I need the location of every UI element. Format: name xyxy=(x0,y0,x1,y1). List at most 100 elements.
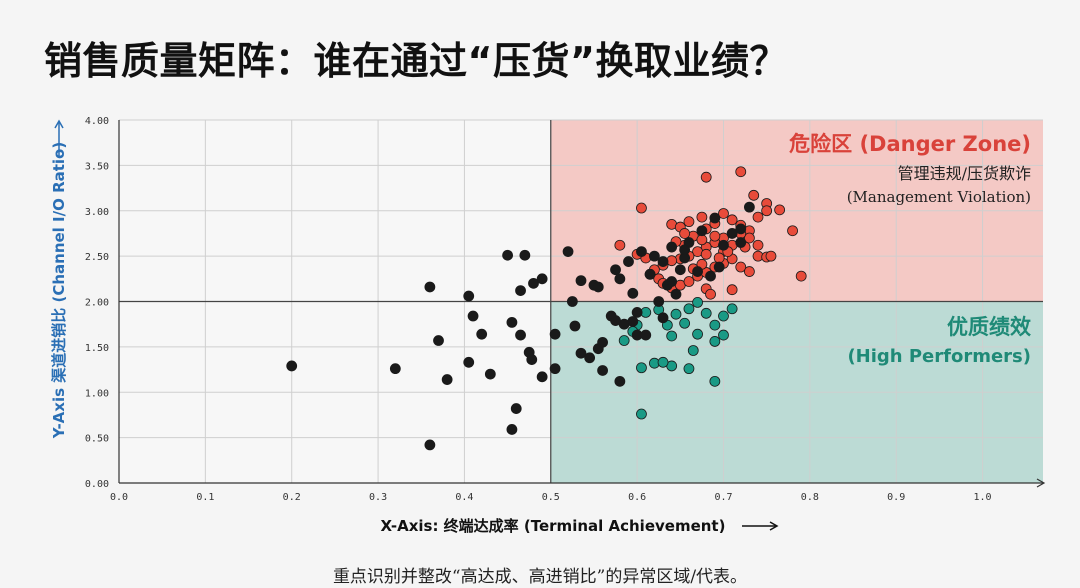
tick-labels: 0.0 0.1 0.2 0.3 0.4 0.5 0.6 0.7 0.8 0.9 1.0 0.00 0.5… xyxy=(85,116,992,503)
data-point-normal xyxy=(569,320,581,332)
data-point-danger xyxy=(752,211,764,223)
data-point-normal xyxy=(679,244,691,256)
data-point-danger xyxy=(709,230,721,242)
data-point-high xyxy=(692,328,703,340)
y-axis-arrowhead xyxy=(54,119,64,129)
x-tick-label: 0.0 xyxy=(110,492,128,503)
chart-caption: 重点识别并整改“高达成、高进销比”的异常区域/代表。 xyxy=(332,567,748,587)
axes xyxy=(118,120,1046,488)
high-performers-title: 优质绩效 xyxy=(947,315,1031,339)
data-point-danger xyxy=(761,205,773,217)
data-point-high xyxy=(657,356,669,368)
data-point-high xyxy=(718,329,729,341)
data-point-danger xyxy=(743,266,755,277)
data-point-normal xyxy=(709,212,721,224)
data-point-danger xyxy=(696,234,708,246)
x-axis-title: X-Axis: 终端达成率 (Terminal Achievement) xyxy=(381,517,779,535)
data-point-danger xyxy=(787,225,798,237)
data-point-high xyxy=(636,362,647,374)
data-point-danger xyxy=(683,276,695,287)
data-point-danger xyxy=(683,216,695,228)
data-point-high xyxy=(718,310,729,322)
y-tick-label: 1.00 xyxy=(85,388,109,399)
data-point-normal xyxy=(674,264,686,276)
data-point-high xyxy=(683,303,695,315)
data-point-danger xyxy=(700,171,712,183)
data-point-danger xyxy=(726,214,738,226)
data-point-danger xyxy=(713,252,725,264)
x-tick-label: 1.0 xyxy=(974,492,992,503)
data-point-high xyxy=(709,336,721,347)
data-point-normal xyxy=(463,356,475,368)
data-point-normal xyxy=(549,363,561,375)
data-point-normal xyxy=(424,281,436,293)
data-point-danger xyxy=(718,208,729,219)
data-point-normal xyxy=(433,335,444,346)
x-tick-label: 0.1 xyxy=(196,492,214,503)
data-point-high xyxy=(683,363,695,375)
data-point-normal xyxy=(597,336,608,348)
data-point-danger xyxy=(726,284,738,296)
data-point-normal xyxy=(506,316,518,328)
danger-zone-subtitle-en: (Management Violation) xyxy=(847,188,1031,206)
data-point-normal xyxy=(718,239,729,251)
data-point-normal xyxy=(692,266,703,277)
data-point-normal xyxy=(484,368,496,380)
data-point-normal xyxy=(528,277,539,289)
data-point-normal xyxy=(424,439,436,451)
danger-zone-subtitle: 管理违规/压货欺诈 xyxy=(898,164,1031,183)
data-point-normal xyxy=(592,281,604,293)
data-point-normal xyxy=(502,249,513,261)
x-tick-label: 0.3 xyxy=(369,492,387,503)
data-point-danger xyxy=(735,166,747,178)
x-tick-label: 0.9 xyxy=(887,492,905,503)
data-point-normal xyxy=(562,246,574,257)
data-point-normal xyxy=(735,223,747,235)
y-tick-label: 2.00 xyxy=(85,298,109,309)
y-axis-label: Y-Axis 渠道进销比 (Channel I/O Ratio) xyxy=(50,142,68,439)
data-point-normal xyxy=(627,287,639,299)
data-point-normal xyxy=(631,306,643,318)
data-point-high xyxy=(709,319,721,331)
x-axis-label: X-Axis: 终端达成率 (Terminal Achievement) xyxy=(381,517,726,535)
data-point-normal xyxy=(566,296,578,307)
data-point-normal xyxy=(610,264,621,276)
data-point-danger xyxy=(735,261,747,273)
data-point-danger xyxy=(743,232,755,244)
data-point-normal xyxy=(657,256,669,267)
data-point-normal xyxy=(743,201,755,213)
data-point-normal xyxy=(705,270,716,282)
x-axis-end-arrow xyxy=(1036,478,1046,488)
data-point-high xyxy=(692,297,703,308)
data-points xyxy=(286,166,807,451)
data-point-normal xyxy=(670,288,682,300)
data-point-normal xyxy=(636,246,647,257)
x-tick-label: 0.6 xyxy=(628,492,646,503)
data-point-normal xyxy=(666,276,678,287)
data-point-high xyxy=(709,375,721,387)
data-point-high xyxy=(636,408,647,420)
x-tick-label: 0.2 xyxy=(283,492,301,503)
data-point-danger xyxy=(636,202,647,214)
threshold-lines xyxy=(119,120,1043,483)
y-tick-label: 2.50 xyxy=(85,252,109,263)
y-tick-label: 0.00 xyxy=(85,479,109,490)
data-point-normal xyxy=(515,329,526,341)
data-point-normal xyxy=(726,228,738,239)
data-point-normal xyxy=(286,360,298,372)
data-point-danger xyxy=(614,239,626,251)
x-tick-label: 0.7 xyxy=(714,492,732,503)
y-tick-label: 1.50 xyxy=(85,343,109,354)
data-point-normal xyxy=(623,256,634,267)
scatter-chart: 0.0 0.1 0.2 0.3 0.4 0.5 0.6 0.7 0.8 0.9 1.0 0.00 0.5… xyxy=(50,116,1046,535)
data-point-normal xyxy=(549,328,561,340)
data-point-normal xyxy=(597,365,608,376)
data-point-normal xyxy=(649,250,660,262)
data-point-danger xyxy=(752,239,764,251)
danger-zone-title: 危险区 (Danger Zone) xyxy=(789,132,1031,156)
data-point-normal xyxy=(506,424,518,435)
data-point-normal xyxy=(575,275,587,287)
y-tick-label: 0.50 xyxy=(85,434,109,445)
x-axis-arrowhead xyxy=(769,521,779,531)
data-point-danger xyxy=(705,288,716,300)
